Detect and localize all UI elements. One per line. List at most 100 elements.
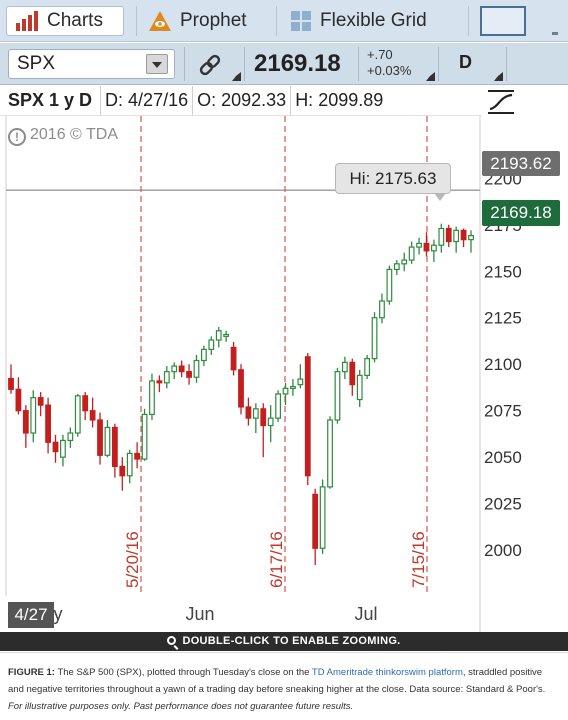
- bar-chart-icon: [16, 11, 38, 31]
- last-price-tag: 2169.18: [482, 200, 560, 226]
- candle-body: [297, 378, 304, 386]
- zoom-hint-bar[interactable]: DOUBLE-CLICK TO ENABLE ZOOMING.: [0, 632, 568, 651]
- top-tab-bar: Charts Prophet Flexible Grid: [0, 0, 568, 42]
- candle-body: [349, 361, 356, 386]
- change-menu-corner-icon: [426, 72, 435, 81]
- candle-body: [238, 369, 244, 408]
- candle-body: [74, 395, 81, 434]
- y-tick-label: 2075: [484, 402, 522, 421]
- candle-body: [8, 377, 14, 390]
- tab-flexible-grid[interactable]: Flexible Grid: [290, 6, 427, 36]
- x-tick-label: y: [54, 604, 63, 624]
- last-price: 2169.18: [254, 50, 341, 77]
- link-icon[interactable]: [196, 51, 224, 79]
- candle-body: [371, 317, 378, 360]
- candle-body: [60, 439, 66, 458]
- candle-body: [45, 404, 51, 443]
- cursor-date-tag: 4/27: [8, 602, 54, 628]
- caption-text-1: The S&P 500 (SPX), plotted through Tuesd…: [54, 667, 312, 678]
- candle-body: [304, 356, 311, 477]
- candle-body: [141, 413, 148, 460]
- caption-link[interactable]: TD Ameritrade thinkorswim platform: [311, 667, 463, 678]
- candle-body: [230, 346, 237, 371]
- price-chart[interactable]: 2000202520502075210021252150217522005/20…: [0, 86, 568, 632]
- candle-body: [156, 380, 163, 384]
- candle-body: [111, 426, 118, 468]
- caption-text-2: , straddled positive and negative territ…: [8, 667, 546, 695]
- quote-divider: [438, 47, 439, 81]
- candle-body: [290, 385, 296, 389]
- x-tick-label: Jul: [354, 604, 377, 624]
- candle-body: [438, 227, 445, 246]
- cursor-open: O: 2092.33: [193, 86, 292, 115]
- candle-body: [245, 406, 252, 419]
- price-axis: [480, 116, 568, 596]
- candle-body: [15, 388, 22, 412]
- candle-body: [260, 408, 267, 427]
- candle-body: [171, 365, 178, 373]
- net-change-percent: +0.03%: [367, 63, 412, 78]
- studies-icon[interactable]: [486, 88, 516, 116]
- candle-body: [97, 419, 103, 456]
- candle-body: [460, 229, 467, 241]
- tab-charts[interactable]: Charts: [6, 6, 124, 36]
- link-menu-corner-icon: [232, 72, 241, 81]
- tab-prophet[interactable]: Prophet: [148, 6, 247, 36]
- y-tick-label: 2000: [484, 541, 522, 560]
- quote-divider: [244, 47, 245, 81]
- tab-charts-label: Charts: [47, 10, 103, 31]
- caption-disclaimer: For illustrative purposes only. Past per…: [8, 701, 354, 712]
- chevron-down-icon[interactable]: [146, 54, 168, 74]
- chart-header: SPX 1 y D D: 4/27/16 O: 2092.33 H: 2099.…: [0, 86, 482, 116]
- tab-divider: [276, 6, 277, 36]
- high-bubble: Hi: 2175.63: [335, 163, 451, 201]
- copyright-text: 2016 © TDA: [30, 126, 118, 143]
- candle-body: [334, 371, 341, 421]
- aggregation-selector[interactable]: D: [459, 52, 472, 72]
- candle-body: [82, 395, 89, 412]
- tab-overflow-marker: [552, 32, 558, 35]
- candlestick-plot: 2000202520502075210021252150217522005/20…: [5, 116, 568, 632]
- candle-body: [104, 426, 111, 456]
- event-line-label: 5/20/16: [123, 531, 142, 588]
- candle-body: [275, 393, 281, 419]
- cursor-date: D: 4/27/16: [101, 86, 194, 115]
- candle-body: [393, 263, 400, 271]
- quote-divider: [184, 47, 185, 81]
- candle-body: [37, 397, 44, 406]
- figure-caption: FIGURE 1: The S&P 500 (SPX), plotted thr…: [8, 664, 560, 715]
- candle-body: [149, 380, 155, 416]
- symbol-value: SPX: [17, 53, 56, 74]
- cursor-high: H: 2099.89: [295, 90, 384, 110]
- y-tick-label: 2125: [484, 309, 522, 328]
- candle-body: [163, 371, 170, 384]
- candle-body: [312, 493, 319, 549]
- symbol-selector[interactable]: SPX: [8, 49, 175, 79]
- chart-symbol-period[interactable]: SPX 1 y D: [0, 86, 102, 115]
- y-tick-label: 2150: [484, 262, 522, 281]
- event-line-label: 7/15/16: [409, 531, 428, 588]
- candle-body: [468, 235, 474, 241]
- candle-body: [379, 300, 385, 319]
- candle-body: [431, 244, 437, 252]
- candle-body: [178, 365, 185, 373]
- candle-body: [52, 441, 59, 453]
- caption-divider: [0, 652, 568, 653]
- x-tick-label: Jun: [185, 604, 214, 624]
- reference-price-tag: 2193.62: [482, 151, 560, 176]
- candle-body: [319, 486, 326, 549]
- candle-body: [193, 359, 200, 378]
- candle-body: [408, 246, 415, 261]
- candle-body: [208, 339, 215, 350]
- tab-new-layout[interactable]: [480, 6, 526, 36]
- candle-body: [453, 229, 460, 243]
- prophet-icon: [149, 11, 171, 31]
- candle-body: [401, 259, 408, 265]
- candle-body: [364, 358, 371, 376]
- candle-body: [22, 410, 29, 434]
- candle-body: [134, 452, 141, 460]
- zoom-hint-text: DOUBLE-CLICK TO ENABLE ZOOMING.: [182, 635, 401, 647]
- y-tick-label: 2050: [484, 448, 522, 467]
- candle-body: [30, 397, 37, 434]
- caption-figure-label: FIGURE 1:: [8, 667, 55, 678]
